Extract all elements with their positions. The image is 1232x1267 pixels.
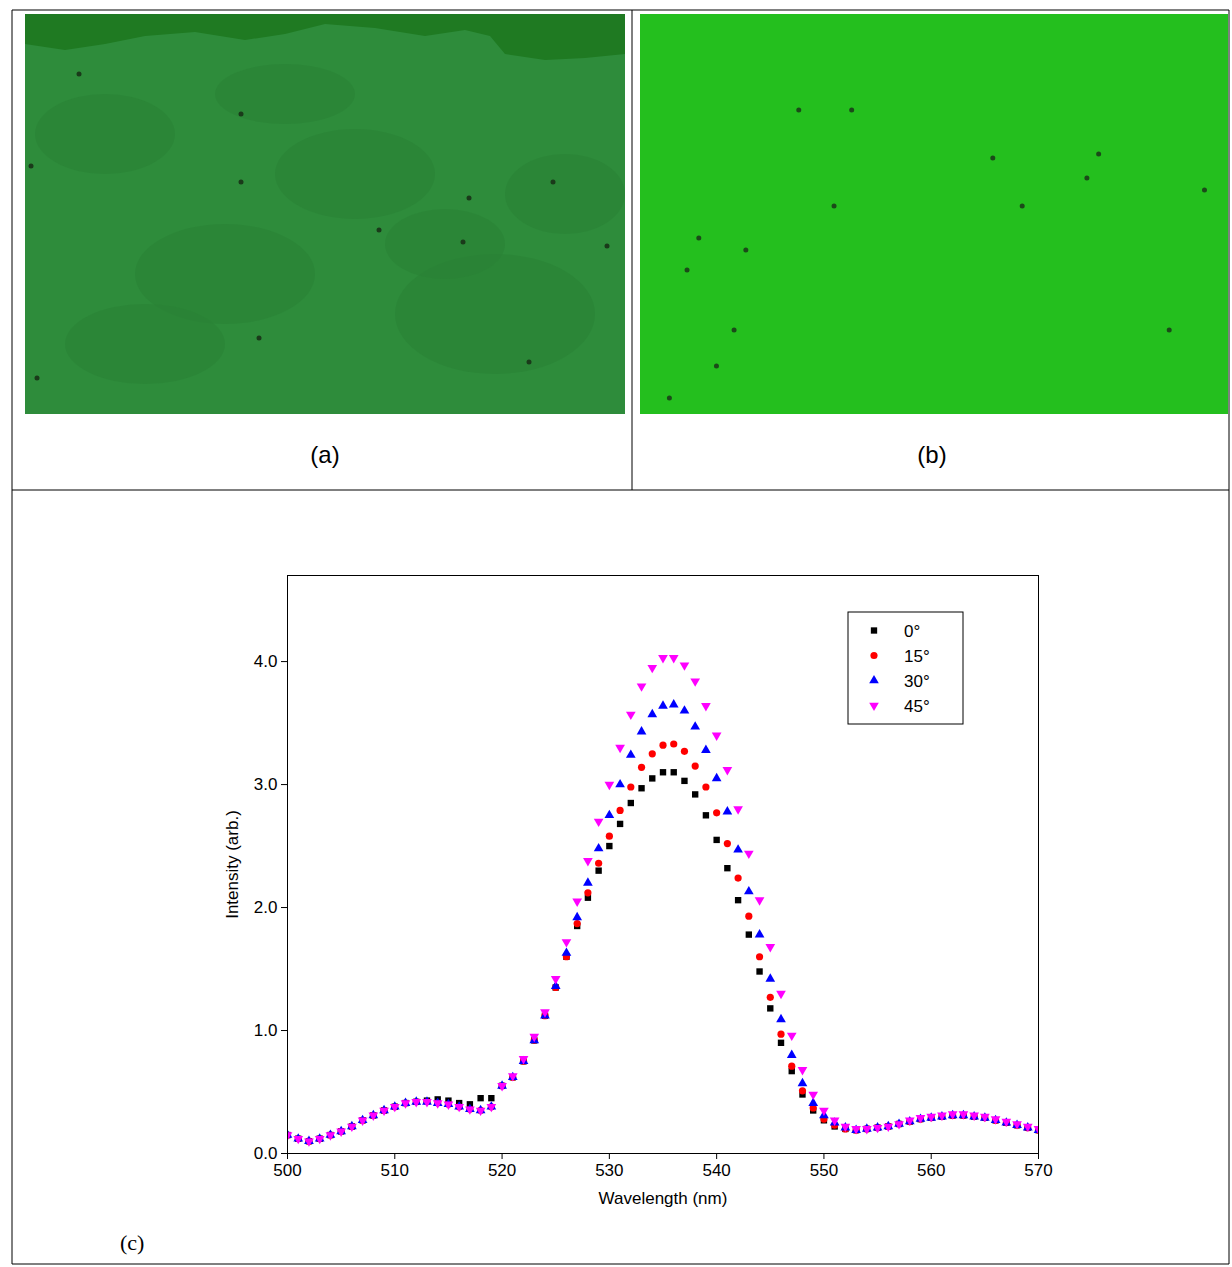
- svg-text:510: 510: [381, 1161, 409, 1180]
- svg-text:Intensity (arb.): Intensity (arb.): [223, 810, 242, 919]
- svg-text:530: 530: [595, 1161, 623, 1180]
- svg-text:0°: 0°: [904, 622, 920, 641]
- svg-text:30°: 30°: [904, 672, 930, 691]
- svg-text:520: 520: [488, 1161, 516, 1180]
- svg-text:2.0: 2.0: [254, 898, 278, 917]
- svg-text:(c): (c): [120, 1230, 144, 1255]
- svg-text:500: 500: [273, 1161, 301, 1180]
- svg-text:540: 540: [702, 1161, 730, 1180]
- svg-text:15°: 15°: [904, 647, 930, 666]
- svg-text:3.0: 3.0: [254, 775, 278, 794]
- svg-text:550: 550: [810, 1161, 838, 1180]
- svg-text:1.0: 1.0: [254, 1021, 278, 1040]
- svg-text:4.0: 4.0: [254, 652, 278, 671]
- svg-text:570: 570: [1024, 1161, 1052, 1180]
- svg-text:45°: 45°: [904, 697, 930, 716]
- svg-text:(a): (a): [310, 441, 339, 468]
- svg-text:0.0: 0.0: [253, 1143, 278, 1163]
- svg-text:(b): (b): [917, 441, 946, 468]
- svg-text:560: 560: [917, 1161, 945, 1180]
- svg-text:Wavelength (nm): Wavelength (nm): [599, 1189, 728, 1208]
